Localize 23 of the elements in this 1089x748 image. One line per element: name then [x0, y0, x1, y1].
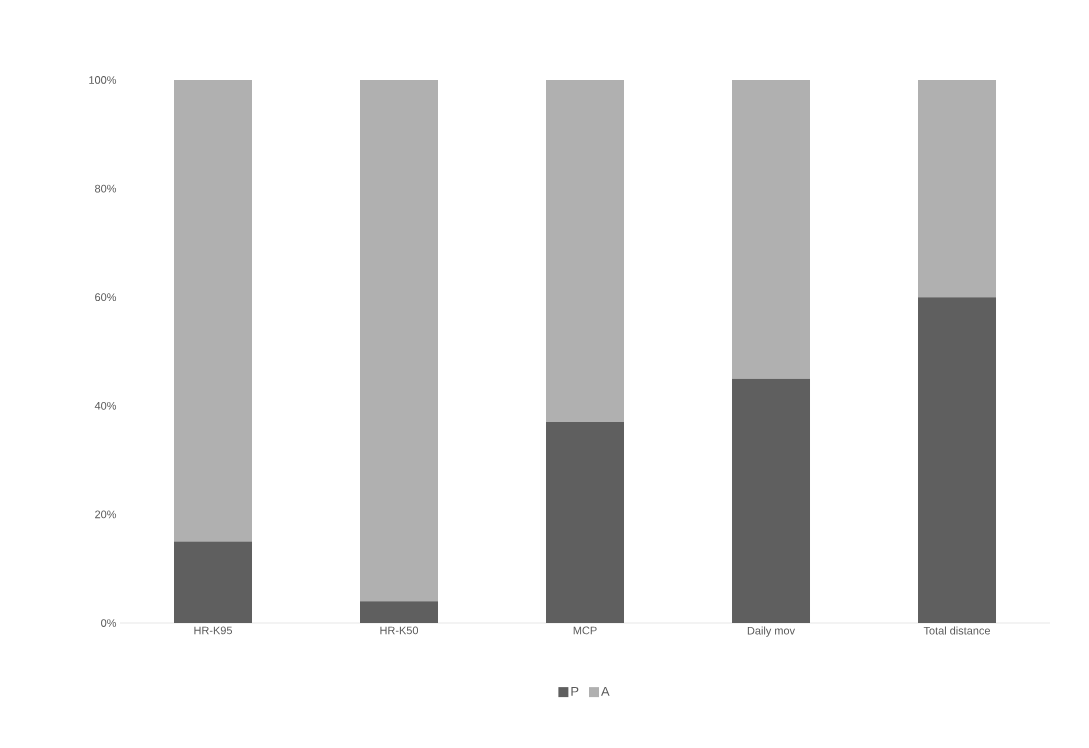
- legend-label: P: [571, 686, 579, 696]
- bar: [174, 79, 252, 542]
- y-tick-label: 60%: [95, 293, 117, 302]
- y-tick-label: 100%: [89, 76, 117, 84]
- bar: [360, 601, 438, 623]
- bar: [732, 79, 811, 379]
- bar: [546, 79, 625, 423]
- x-tick-label: MCP: [573, 626, 597, 635]
- bar: [732, 378, 811, 623]
- x-tick-label: Daily mov: [747, 626, 795, 637]
- legend-label: A: [601, 686, 610, 696]
- bar: [360, 79, 438, 602]
- x-tick-label: HR-K95: [194, 626, 233, 635]
- y-tick-label: 80%: [95, 184, 117, 193]
- bar: [174, 541, 252, 623]
- y-tick-label: 20%: [95, 510, 117, 519]
- x-tick-label: Total distance: [923, 626, 991, 635]
- y-tick-label: 40%: [94, 401, 117, 410]
- bar: [546, 422, 625, 623]
- y-tick-label: 0%: [101, 619, 117, 627]
- bar: [918, 297, 997, 623]
- x-tick-label: HR-K50: [380, 626, 419, 635]
- bar: [918, 79, 997, 298]
